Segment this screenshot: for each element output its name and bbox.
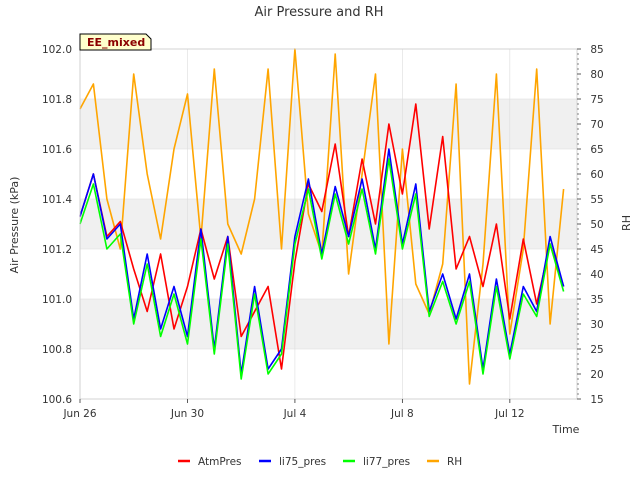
y-axis-label: Air Pressure (kPa) [8,177,21,274]
y-tick-label: 101.6 [42,144,72,156]
y2-tick-label: 25 [590,344,603,356]
y2-tick-label: 45 [590,244,603,256]
y-tick-label: 101.8 [42,94,72,106]
series-layer [79,48,565,385]
y-tick-label: 100.8 [42,344,72,356]
y2-tick-label: 30 [590,319,603,331]
x-tick-label: Jul 12 [494,408,524,420]
y2-tick-label: 20 [590,369,603,381]
y2-tick-label: 55 [590,194,603,206]
y2-tick-label: 85 [590,44,603,56]
x-axis-ticks: Jun 26 Jun 30 Jul 4 Jul 8 Jul 12 [62,399,525,420]
legend-label-RH: RH [447,456,462,468]
series-line-AtmPres [79,103,565,370]
y2-tick-label: 35 [590,294,603,306]
y2-tick-label: 60 [590,169,603,181]
y-tick-label: 101.2 [42,244,72,256]
x-tick-label: Jun 30 [170,408,204,420]
x-tick-label: Jun 26 [62,408,96,420]
y-tick-label: 101.4 [42,194,72,206]
chart-title: Air Pressure and RH [254,5,383,20]
y2-tick-label: 40 [590,269,603,281]
y-tick-label: 102.0 [42,44,72,56]
left-axis-ticks: 100.6 100.8 101.0 101.2 101.4 101.6 101.8 102.0 [42,44,72,406]
y2-tick-label: 70 [590,119,603,131]
y2-tick-label: 65 [590,144,603,156]
y2-tick-label: 75 [590,94,603,106]
legend: AtmPres li75_pres li77_pres RH [178,456,462,468]
right-axis-ticks: 15 20 25 30 35 40 45 50 55 60 65 70 75 80 85 [577,44,604,406]
x-axis-label: Time [552,423,580,436]
y2-tick-label: 15 [590,394,603,406]
y-tick-label: 100.6 [42,394,72,406]
y2-axis-label: RH [620,215,633,231]
legend-label-AtmPres: AtmPres [198,456,242,468]
series-line-li77_pres [79,158,565,380]
background-band [80,99,577,149]
y2-tick-label: 50 [590,219,603,231]
y-tick-label: 101.0 [42,294,72,306]
legend-label-li75_pres: li75_pres [279,456,326,468]
x-tick-label: Jul 4 [283,408,307,420]
annotation-badge: EE_mixed [79,33,152,51]
annotation-label: EE_mixed [87,36,145,49]
x-tick-label: Jul 8 [390,408,414,420]
legend-label-li77_pres: li77_pres [363,456,410,468]
y2-tick-label: 80 [590,69,603,81]
